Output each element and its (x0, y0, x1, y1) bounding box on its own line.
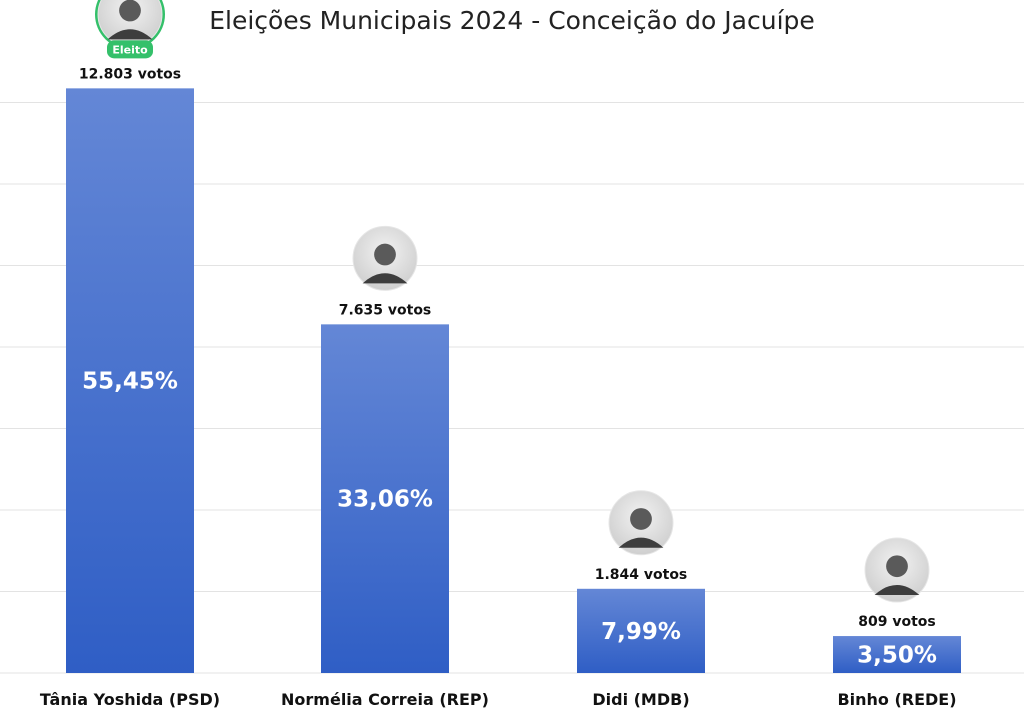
category-label: Normélia Correia (REP) (281, 690, 489, 709)
bar-group: 3,50% 809 votos Binho (REDE) (833, 537, 961, 709)
votes-label: 12.803 votos (79, 66, 181, 82)
candidate-photo-icon (608, 490, 674, 556)
elected-badge-label: Eleito (112, 43, 148, 56)
person-shoulders (107, 29, 153, 40)
person-head (886, 555, 908, 578)
chart-title: Eleições Municipais 2024 - Conceição do … (0, 6, 1024, 35)
votes-label: 809 votos (858, 614, 936, 630)
bar (833, 636, 961, 673)
candidate-photo-icon (352, 225, 418, 291)
bars: 55,45% 12.803 votos Eleito Tânia Yoshida (P… (40, 0, 961, 709)
person-shoulders (618, 537, 664, 548)
bar-group: 55,45% 12.803 votos Eleito Tânia Yoshida (P… (40, 0, 220, 709)
percent-label: 33,06% (337, 487, 433, 513)
person-shoulders (874, 584, 920, 596)
elected-badge (107, 40, 153, 59)
person-head (630, 508, 652, 530)
votes-label: 1.844 votos (595, 567, 688, 583)
percent-label: 3,50% (857, 643, 937, 669)
bar-group: 33,06% 7.635 votos Normélia Correia (REP) (281, 225, 489, 709)
candidate-photo-icon (864, 537, 930, 603)
person-head (374, 243, 396, 266)
bar-group: 7,99% 1.844 votos Didi (MDB) (577, 490, 705, 709)
bar (577, 588, 705, 673)
category-label: Tânia Yoshida (PSD) (40, 690, 220, 709)
person-shoulders (362, 273, 408, 284)
category-label: Binho (REDE) (837, 690, 956, 709)
person-head (119, 0, 141, 22)
category-label: Didi (MDB) (592, 690, 689, 709)
votes-label: 7.635 votos (339, 302, 432, 318)
bar (66, 88, 194, 674)
percent-label: 55,45% (82, 369, 178, 395)
percent-label: 7,99% (601, 619, 681, 645)
candidate-photo-icon (95, 0, 165, 50)
bar (321, 324, 449, 673)
